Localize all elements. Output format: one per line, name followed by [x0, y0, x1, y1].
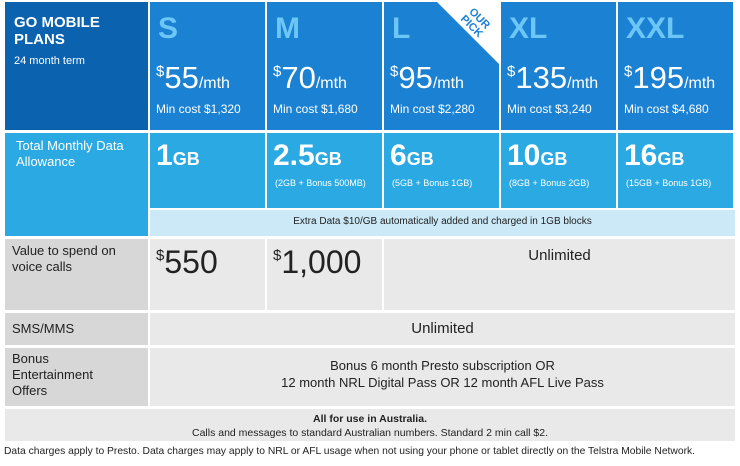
data-note: (15GB + Bonus 1GB)	[626, 178, 712, 188]
plan-price: $55/mth	[156, 60, 230, 96]
data-unit: GB	[314, 149, 342, 169]
bonus-line: Bonus 6 month Presto subscription OR	[330, 358, 555, 373]
data-cell	[618, 133, 733, 208]
plan-price: $95/mth	[390, 60, 464, 96]
data-unit: GB	[172, 149, 200, 169]
data-number: 10	[507, 139, 541, 172]
data-unit: GB	[540, 149, 568, 169]
price-currency: $	[390, 63, 399, 80]
data-unit: GB	[657, 149, 685, 169]
bonus-cell	[150, 348, 735, 406]
voice-currency: $	[156, 247, 165, 264]
plan-min-cost: Min cost $4,680	[624, 102, 709, 116]
header-term: 24 month term	[14, 55, 85, 67]
data-amount: 16GB	[624, 139, 684, 174]
voice-amount: 550	[164, 244, 218, 280]
data-label-cell	[5, 133, 148, 236]
voice-cell	[267, 239, 382, 310]
footer-cell	[5, 409, 735, 441]
plan-name: S	[158, 12, 179, 45]
voice-label: Value to spend on voice calls	[12, 243, 116, 274]
voice-amount: 1,000	[281, 244, 362, 280]
footnote: Data charges apply to Presto. Data charg…	[4, 446, 696, 457]
price-period: /mth	[684, 75, 716, 92]
plan-min-cost: Min cost $1,320	[156, 102, 241, 116]
price-amount: 135	[515, 60, 568, 95]
data-amount: 2.5GB	[273, 139, 342, 174]
plan-header-cell	[618, 2, 733, 130]
voice-value: $550	[156, 244, 218, 281]
price-amount: 70	[281, 60, 316, 95]
bonus-line: 12 month NRL Digital Pass OR 12 month AF…	[281, 375, 604, 390]
data-label: Total Monthly Data Allowance	[16, 138, 124, 169]
price-currency: $	[156, 63, 165, 80]
voice-label-cell	[5, 239, 148, 310]
voice-cell	[150, 239, 265, 310]
plan-price: $135/mth	[507, 60, 598, 96]
data-cell	[501, 133, 616, 208]
plan-min-cost: Min cost $1,680	[273, 102, 358, 116]
bonus-label: Bonus Entertainment Offers	[12, 351, 93, 398]
sms-cell	[150, 313, 735, 345]
footer-title: All for use in Australia.	[313, 413, 427, 425]
plan-price: $70/mth	[273, 60, 347, 96]
data-number: 16	[624, 139, 658, 172]
plan-header-cell	[267, 2, 382, 130]
data-cell	[384, 133, 499, 208]
plan-min-cost: Min cost $3,240	[507, 102, 592, 116]
bonus-label-cell	[5, 348, 148, 406]
voice-unlimited: Unlimited	[528, 247, 591, 264]
data-note: (2GB + Bonus 500MB)	[275, 178, 366, 188]
sms-label: SMS/MMS	[12, 321, 75, 336]
data-amount: 6GB	[390, 139, 434, 174]
price-amount: 95	[398, 60, 433, 95]
plan-name: XXL	[626, 12, 685, 45]
price-currency: $	[624, 63, 633, 80]
extra-data: Extra Data $10/GB automatically added an…	[293, 216, 592, 227]
price-currency: $	[273, 63, 282, 80]
price-amount: 195	[632, 60, 685, 95]
price-amount: 55	[164, 60, 199, 95]
plan-min-cost: Min cost $2,280	[390, 102, 475, 116]
data-number: 1	[156, 139, 173, 172]
price-period: /mth	[567, 75, 599, 92]
plan-name: M	[275, 12, 300, 45]
price-period: /mth	[198, 75, 230, 92]
plan-header-cell	[150, 2, 265, 130]
price-currency: $	[507, 63, 516, 80]
data-cell	[150, 133, 265, 208]
data-note: (5GB + Bonus 1GB)	[392, 178, 473, 188]
voice-value: $1,000	[273, 244, 361, 281]
data-note: (8GB + Bonus 2GB)	[509, 178, 590, 188]
plan-header-cell	[501, 2, 616, 130]
sms-label-cell	[5, 313, 148, 345]
sms-value: Unlimited	[411, 320, 474, 337]
data-unit: GB	[406, 149, 434, 169]
voice-currency: $	[273, 247, 282, 264]
price-period: /mth	[432, 75, 464, 92]
data-cell	[267, 133, 382, 208]
plan-name: XL	[509, 12, 548, 45]
data-number: 2.5	[273, 139, 315, 172]
header-label-cell	[5, 2, 148, 130]
price-period: /mth	[315, 75, 347, 92]
plan-name: L	[392, 12, 411, 45]
header-title: GO MOBILE PLANS	[14, 14, 100, 48]
data-number: 6	[390, 139, 407, 172]
data-amount: 10GB	[507, 139, 567, 174]
data-amount: 1GB	[156, 139, 200, 174]
voice-unlimited-cell	[384, 239, 735, 310]
extra-data-cell	[150, 210, 735, 236]
plan-price: $195/mth	[624, 60, 715, 96]
footer-text: Calls and messages to standard Australia…	[191, 427, 549, 439]
